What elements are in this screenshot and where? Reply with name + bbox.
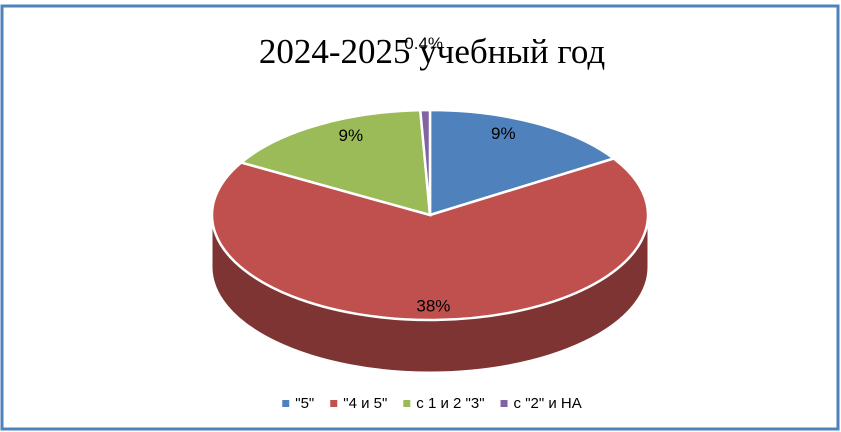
legend-marker	[282, 400, 290, 407]
slice	[428, 108, 617, 217]
slice	[210, 157, 650, 322]
data-label: 38%	[416, 296, 450, 315]
legend: "5" "4 и 5" с 1 и 2 "3" с "2" и НА	[282, 395, 582, 412]
data-label: 9%	[338, 126, 363, 145]
chart-title: 2024-2025 учебный год	[259, 32, 606, 71]
legend-label: с 1 и 2 "3"	[416, 395, 484, 412]
legend-marker	[403, 400, 411, 407]
legend-marker	[500, 400, 508, 407]
slice	[238, 108, 432, 217]
data-label: 9%	[491, 124, 516, 143]
legend-label: "4 и 5"	[343, 395, 387, 412]
legend-marker	[330, 400, 338, 407]
legend-label: с "2" и НА	[514, 395, 582, 412]
legend-label: "5"	[295, 395, 314, 412]
data-label: 0.4%	[404, 34, 443, 53]
slice	[418, 108, 432, 216]
